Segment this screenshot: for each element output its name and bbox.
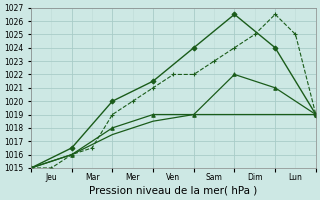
X-axis label: Pression niveau de la mer( hPa ): Pression niveau de la mer( hPa ): [89, 186, 258, 196]
